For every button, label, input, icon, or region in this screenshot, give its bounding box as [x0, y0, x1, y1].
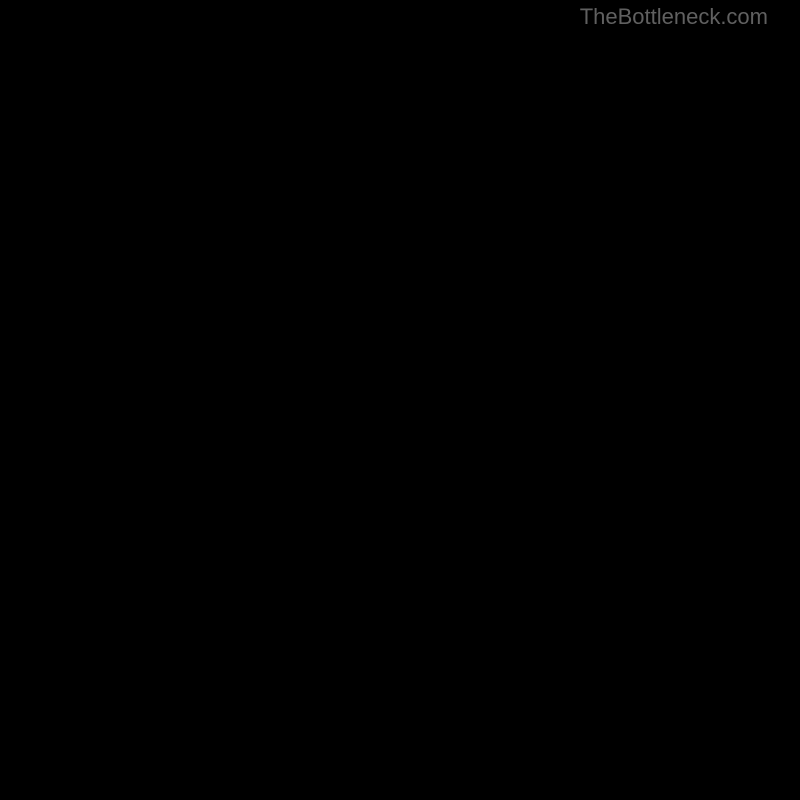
- watermark-text: TheBottleneck.com: [580, 4, 768, 30]
- bottleneck-heatmap-canvas: [30, 30, 770, 770]
